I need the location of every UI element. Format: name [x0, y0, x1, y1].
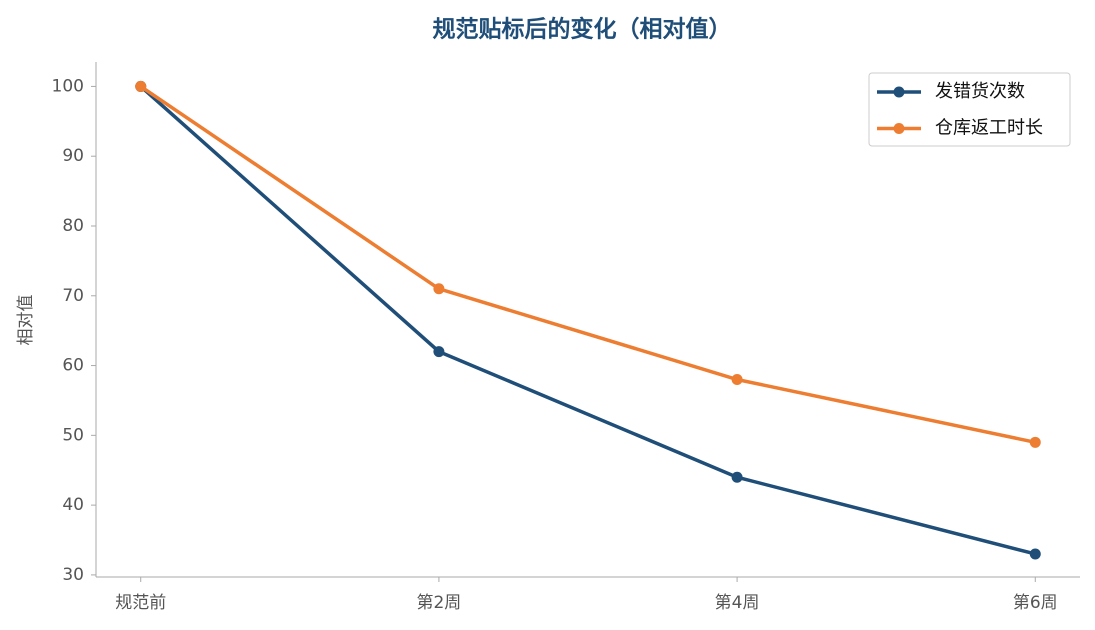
y-tick-label: 40: [62, 495, 84, 515]
legend-marker: [893, 123, 905, 134]
y-tick-label: 100: [52, 76, 84, 96]
legend-label: 发错货次数: [935, 81, 1025, 102]
line: [139, 84, 1036, 445]
x-tick-label: 第6周: [1013, 593, 1058, 613]
y-tick-label: 50: [62, 425, 84, 445]
line: [139, 85, 1036, 556]
x-tick-label: 第2周: [416, 593, 461, 613]
legend-marker: [893, 86, 905, 98]
point: [731, 374, 743, 386]
y-axis-label: 相对值: [16, 295, 36, 346]
legend-label: 仓库返工时长: [935, 118, 1043, 139]
x-tick-label: 第4周: [715, 593, 760, 613]
point: [433, 346, 445, 358]
y-tick-label: 70: [62, 286, 84, 306]
y-tick-label: 80: [62, 216, 84, 236]
point: [135, 80, 147, 92]
point: [433, 283, 445, 295]
y-tick-label: 60: [62, 356, 84, 376]
point: [1029, 436, 1041, 448]
point: [1029, 548, 1041, 560]
point: [731, 471, 743, 483]
y-tick-label: 90: [62, 146, 84, 166]
y-tick-label: 30: [62, 565, 84, 585]
x-tick-label: 规范前: [115, 593, 166, 613]
chart-title: 规范贴标后的变化（相对值）: [433, 16, 732, 43]
